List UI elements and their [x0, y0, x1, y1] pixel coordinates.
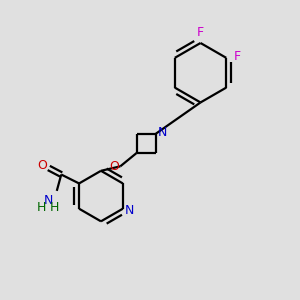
Text: F: F	[234, 50, 241, 63]
Text: O: O	[37, 158, 47, 172]
Text: N: N	[158, 126, 167, 139]
Text: F: F	[197, 26, 204, 39]
Text: H: H	[50, 201, 59, 214]
Text: N: N	[125, 204, 134, 217]
Text: N: N	[44, 194, 53, 207]
Text: H: H	[37, 201, 46, 214]
Text: O: O	[109, 160, 119, 173]
